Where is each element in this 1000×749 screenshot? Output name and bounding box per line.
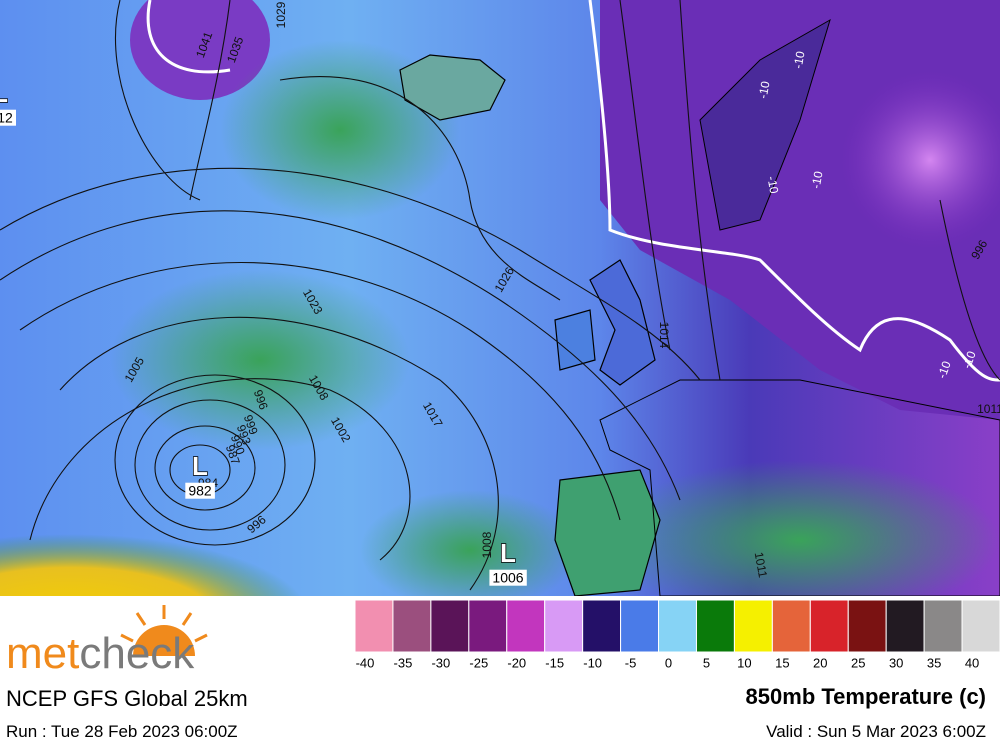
isobar-label: 987 [223,443,243,467]
logo: metcheck [6,629,195,678]
isobar-label: 1029 [274,1,288,28]
model-name: NCEP GFS Global 25km [6,686,248,711]
logo-check: check [79,629,195,678]
logo-met: met [6,629,79,678]
color-swatch [582,599,622,653]
isobar-label: 1011 [752,551,770,579]
color-swatch [468,599,508,653]
color-swatch [430,599,470,653]
color-swatch [961,599,1000,653]
low-pressure: 1006 [492,570,523,586]
color-swatch [885,599,925,653]
scale-label: 30 [889,655,903,670]
color-swatch [658,599,697,653]
scale-label: -10 [583,655,602,670]
scandinavia [699,18,831,231]
color-swatch [392,599,432,653]
isobar-label: 990 [228,433,248,457]
zero-line [146,0,231,74]
valid-time: Valid : Sun 5 Mar 2023 6:00Z [766,722,986,741]
low-pressure: 12 [0,110,13,126]
isobars [0,0,1000,591]
label-box [489,569,527,586]
temperature-label: -10 [809,170,826,190]
logo-sun [120,605,208,656]
low-symbol: L [192,451,208,481]
scale-label: 40 [965,655,979,670]
isobar-label: 993 [234,423,254,447]
isobar-label: 996 [251,388,271,412]
color-swatch [544,599,584,653]
color-swatch [620,599,660,653]
temperature-label: -10 [791,50,808,70]
isobar-label: 1008 [480,531,494,558]
scale-label: -15 [545,655,564,670]
cold-core [840,70,1000,250]
scale-label: -30 [431,655,450,670]
scale-label: 20 [813,655,827,670]
scale-label: 10 [737,655,751,670]
temperature-label: -10 [764,175,781,195]
scale-label: 25 [851,655,865,670]
color-swatch [923,599,963,653]
run-time: Run : Tue 28 Feb 2023 06:00Z [6,722,238,741]
isobar-label: 1014 [657,322,671,349]
label-box [185,482,215,499]
low-pressure: 982 [188,483,212,499]
iceland [399,54,506,121]
warm-patch [360,490,580,596]
color-swatch [771,599,811,653]
scale-label: -25 [469,655,488,670]
warm-patch [110,270,410,450]
temperature-label: -10 [960,349,979,370]
low-symbol: L [500,538,516,568]
iberia [554,469,661,596]
warm-patch [600,460,1000,596]
scale-label: -40 [356,655,375,670]
scale-label: -5 [625,655,637,670]
warm-tongue [0,520,310,596]
low-symbol: L [0,78,8,108]
color-swatch [733,599,773,653]
scale-label: 0 [665,655,672,670]
label-box [0,109,16,126]
weather-map: 1005102310261017100810029969999939909879… [0,0,1000,596]
isobar-label: 999 [241,413,261,437]
temperature-label: -10 [935,359,954,380]
scale-label: 5 [703,655,710,670]
color-swatch [695,599,735,653]
footer: metcheck -40 -35 -30 -25 -20 -15 -10 -5 0 5 10 15 20… [6,599,1000,678]
scale-label: 35 [927,655,941,670]
warm-patch [220,40,460,220]
great-britain [589,259,656,386]
color-swatch [354,599,394,653]
zero-line [588,0,1000,382]
color-scale: -40 -35 -30 -25 -20 -15 -10 -5 0 5 10 15 20 25 30 35 40 [354,599,1000,670]
color-swatch [847,599,887,653]
scale-label: -35 [394,655,413,670]
greenland-cold [130,0,270,100]
color-swatch [809,599,849,653]
temperature-label: -10 [756,80,773,100]
ireland [554,309,596,371]
scale-label: -20 [507,655,526,670]
scale-label: 15 [775,655,789,670]
product-name: 850mb Temperature (c) [745,684,986,709]
color-swatch [506,599,546,653]
isobar-label: 1011 [977,402,1000,416]
